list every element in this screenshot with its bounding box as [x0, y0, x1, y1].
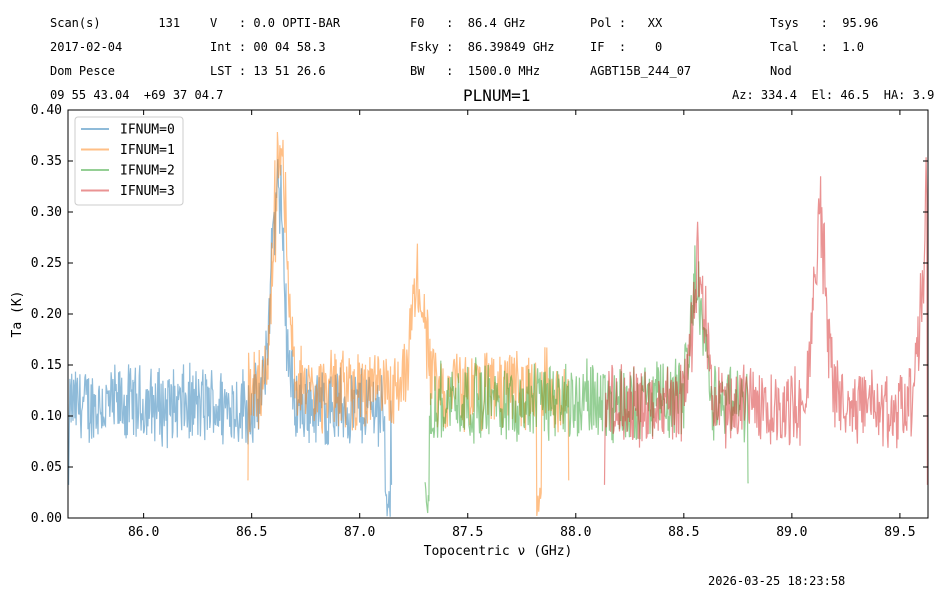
x-tick-label: 86.5	[236, 525, 267, 540]
legend-box	[74, 116, 184, 206]
x-tick-label: 89.0	[776, 525, 807, 540]
series-line-3	[603, 157, 928, 485]
y-tick-label: 0.05	[31, 460, 62, 475]
x-tick-label: 89.5	[884, 525, 915, 540]
header-azel: Az: 334.4 El: 46.5 HA: 3.9	[732, 88, 935, 102]
header-date: 2017-02-04	[50, 40, 123, 54]
y-tick-label: 0.35	[31, 154, 62, 169]
legend-label: IFNUM=0	[120, 123, 175, 138]
header-if: IF : 0	[590, 40, 663, 54]
legend: IFNUM=0 IFNUM=1 IFNUM=2 IFNUM=3	[74, 116, 184, 206]
header-bw: BW : 1500.0 MHz	[410, 64, 541, 78]
header-lst: LST : 13 51 26.6	[210, 64, 326, 78]
legend-label: IFNUM=1	[120, 143, 175, 158]
x-axis-label: Topocentric ν (GHz)	[424, 544, 573, 559]
legend-label: IFNUM=3	[120, 184, 175, 199]
plot-frame	[67, 109, 929, 519]
y-tick-label: 0.40	[31, 103, 62, 118]
x-tick-label: 87.0	[344, 525, 375, 540]
axes-layer: 86.0 86.5 87.0 87.5 88.0 88.5 89.0 89.5 0.00 0.05…	[31, 103, 928, 540]
legend-label: IFNUM=2	[120, 164, 175, 179]
y-tick-label: 0.25	[31, 256, 62, 271]
header-pol: Pol : XX	[590, 16, 663, 30]
chart-title: PLNUM=1	[463, 86, 531, 105]
series-line-0	[68, 159, 393, 517]
y-tick-label: 0.30	[31, 205, 62, 220]
y-axis-label: Ta (K)	[10, 291, 25, 338]
header-tsys: Tsys : 95.96	[770, 16, 879, 30]
header-scan: Scan(s) 131	[50, 16, 181, 30]
footer-timestamp: 2026-03-25 18:23:58	[708, 574, 846, 588]
y-tick-label: 0.00	[31, 511, 62, 526]
header-project: AGBT15B_244_07	[590, 64, 692, 78]
series-layer	[68, 131, 928, 517]
header-observer: Dom Pesce	[50, 64, 116, 78]
x-tick-label: 88.5	[668, 525, 699, 540]
header-proc: Nod	[770, 64, 792, 78]
header-tcal: Tcal : 1.0	[770, 40, 864, 54]
series-line-1	[247, 131, 570, 516]
header-coords: 09 55 43.04 +69 37 04.7	[50, 88, 224, 102]
header-fsky: Fsky : 86.39849 GHz	[410, 40, 555, 54]
series-line-2	[424, 245, 749, 514]
x-tick-label: 88.0	[560, 525, 591, 540]
header-velocity: V : 0.0 OPTI-BAR	[210, 16, 341, 30]
header-int: Int : 00 04 58.3	[210, 40, 326, 54]
header-f0: F0 : 86.4 GHz	[410, 16, 526, 30]
y-tick-label: 0.20	[31, 307, 62, 322]
y-tick-label: 0.10	[31, 409, 62, 424]
x-tick-label: 86.0	[128, 525, 159, 540]
x-tick-label: 87.5	[452, 525, 483, 540]
y-tick-label: 0.15	[31, 358, 62, 373]
